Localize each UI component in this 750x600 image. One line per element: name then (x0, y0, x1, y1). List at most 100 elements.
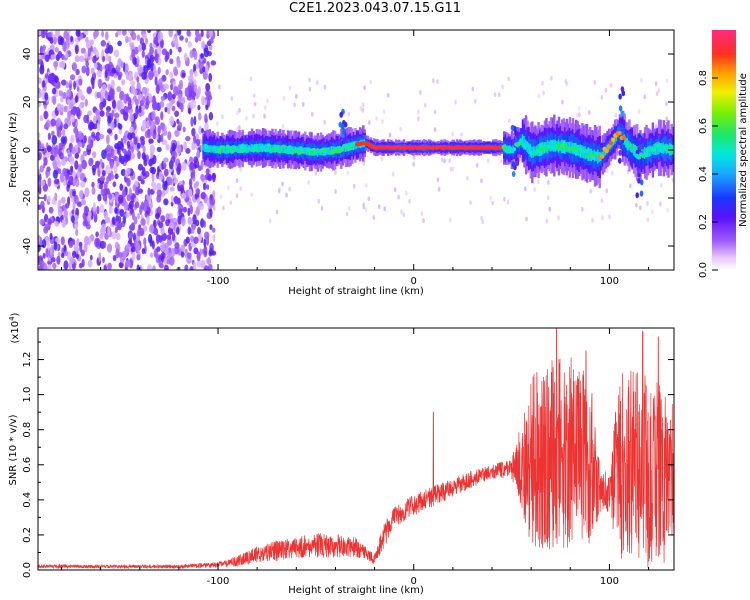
noise-cell (63, 250, 69, 257)
noise-cell (44, 54, 50, 62)
spectrogram-chart: -100 0 100 -40 -20 0 20 40 Height of straight l… (8, 29, 749, 297)
faint-cell (480, 215, 484, 221)
noise-cell (38, 132, 41, 139)
noise-cell (165, 213, 170, 220)
noise-cell (155, 253, 160, 264)
ridge-cell (604, 148, 609, 154)
snr-xtick-label: 0 (411, 576, 417, 587)
noise-cell (75, 68, 80, 76)
ridge-cell (281, 144, 286, 149)
ridge-cell (643, 152, 648, 158)
noise-cell (119, 90, 125, 101)
noise-cell (54, 192, 58, 201)
noise-cell (104, 90, 108, 101)
noise-cell (78, 88, 83, 99)
faint-cell (369, 79, 373, 85)
faint-cell (443, 158, 446, 164)
noise-cell (196, 258, 202, 268)
noise-cell (79, 189, 84, 200)
faint-cell (393, 187, 397, 193)
faint-cell (399, 126, 402, 132)
faint-cell (546, 195, 550, 201)
noise-cell (114, 226, 118, 234)
noise-cell (83, 30, 87, 35)
noise-cell (167, 91, 173, 102)
noise-cell (149, 46, 155, 55)
spike-cell (342, 128, 347, 135)
noise-cell (158, 78, 163, 86)
noise-cell (47, 177, 52, 187)
noise-cell (198, 202, 204, 211)
noise-cell (152, 100, 158, 111)
ridge-cell (309, 151, 314, 156)
noise-cell (146, 58, 152, 69)
noise-cell (96, 205, 100, 215)
noise-cell (98, 133, 105, 140)
faint-cell (364, 207, 368, 213)
faint-cell (402, 212, 406, 218)
noise-cell (130, 80, 136, 86)
noise-cell (75, 228, 79, 237)
noise-cell (157, 31, 163, 42)
faint-cell (537, 179, 540, 185)
noise-cell (44, 92, 49, 101)
noise-cell (163, 157, 169, 163)
noise-cell (156, 246, 161, 252)
noise-cell (131, 49, 136, 59)
noise-cell (92, 202, 96, 212)
noise-cell (79, 242, 83, 253)
faint-cell (481, 219, 485, 225)
ridge-cell (275, 144, 280, 150)
colorbar-label: Normalized spectral amplitude (738, 73, 749, 227)
noise-cell (99, 175, 106, 182)
spike-cell (638, 144, 642, 150)
ridge-cell (264, 147, 269, 153)
noise-cell (118, 262, 124, 268)
noise-cell (94, 30, 99, 38)
snr-frame (37, 327, 675, 571)
snr-ytick-label: 1.2 (22, 352, 33, 368)
noise-cell (105, 68, 108, 79)
spike-cell (514, 130, 518, 137)
noise-cell (89, 121, 95, 130)
noise-cell (69, 83, 72, 91)
faint-cell (665, 101, 668, 107)
noise-cell (146, 215, 150, 226)
ridge-cell (511, 147, 517, 152)
faint-cell (588, 110, 591, 115)
faint-cell (548, 206, 551, 212)
noise-cell (78, 133, 84, 141)
faint-cell (308, 77, 311, 83)
noise-cell (138, 224, 142, 230)
noise-cell (50, 54, 56, 60)
spike-cell (618, 93, 622, 100)
noise-cell (132, 184, 136, 192)
noise-cell (166, 259, 172, 265)
noise-cell (196, 197, 201, 204)
ridge-cell (548, 141, 553, 147)
noise-cell (181, 96, 186, 105)
noise-cell (164, 54, 169, 63)
noise-cell (65, 81, 70, 89)
noise-cell (200, 30, 204, 38)
faint-cell (408, 198, 411, 204)
faint-cell (537, 93, 541, 99)
noise-cell (133, 216, 138, 225)
noise-cell (206, 212, 211, 219)
noise-cell (120, 108, 126, 115)
spike-cell (616, 126, 621, 132)
faint-cell (436, 177, 440, 183)
faint-cell (236, 110, 239, 116)
noise-cell (129, 126, 134, 133)
faint-cell (347, 111, 351, 117)
noise-cell (130, 222, 136, 230)
noise-cell (193, 264, 197, 270)
noise-cell (169, 186, 175, 192)
noise-cell (57, 168, 62, 175)
faint-cell (665, 78, 669, 84)
faint-cell (614, 112, 618, 118)
faint-cell (654, 81, 658, 87)
spectrogram-xtick-label: 100 (600, 276, 619, 287)
noise-cell (57, 35, 63, 45)
noise-cell (172, 36, 179, 45)
